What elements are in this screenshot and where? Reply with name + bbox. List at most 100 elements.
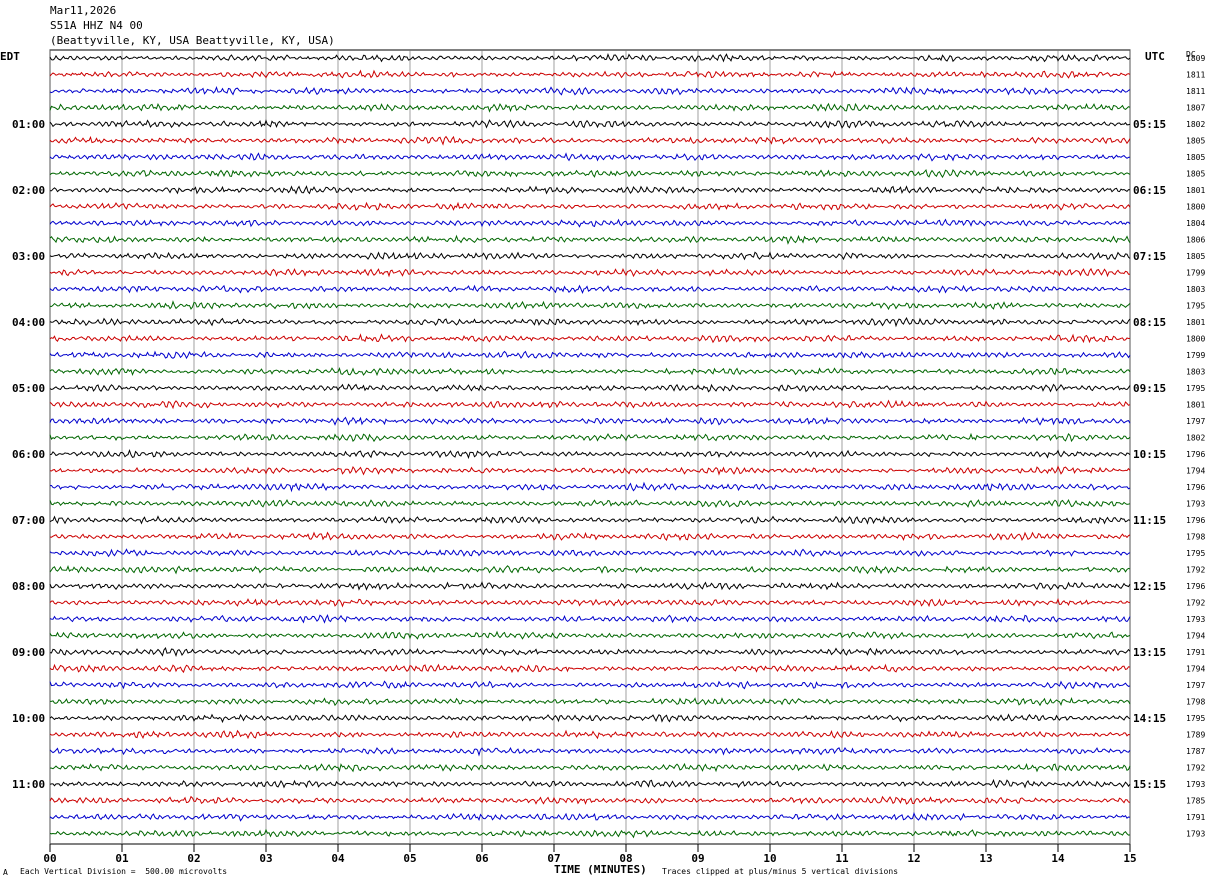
edt-hour-label: 05:00 bbox=[12, 382, 45, 395]
x-tick-label: 01 bbox=[115, 852, 129, 865]
x-tick-label: 13 bbox=[979, 852, 992, 865]
trace-line bbox=[49, 515, 1131, 525]
dc-offset-label: 1798 bbox=[1186, 698, 1205, 707]
dc-offset-label: 1789 bbox=[1186, 731, 1205, 740]
x-tick-label: 12 bbox=[907, 852, 920, 865]
edt-hour-label: 08:00 bbox=[12, 580, 45, 593]
dc-offset-label: 1805 bbox=[1186, 170, 1205, 179]
edt-hour-label: 11:00 bbox=[12, 778, 45, 791]
dc-offset-label: 1795 bbox=[1186, 384, 1205, 393]
x-tick-label: 08 bbox=[619, 852, 632, 865]
minute-grid bbox=[49, 50, 1131, 852]
record-date: Mar11,2026 bbox=[50, 4, 117, 17]
utc-hour-label: 07:15 bbox=[1133, 250, 1166, 263]
utc-hour-label: 13:15 bbox=[1133, 646, 1166, 659]
trace-line bbox=[49, 300, 1131, 311]
edt-hour-label: 09:00 bbox=[12, 646, 45, 659]
dc-offset-label: 1804 bbox=[1186, 219, 1205, 228]
dc-offset-label: 1797 bbox=[1186, 681, 1205, 690]
x-tick-label: 09 bbox=[691, 852, 704, 865]
trace-line bbox=[49, 795, 1131, 805]
trace-line bbox=[49, 119, 1131, 129]
dc-offset-label: 1803 bbox=[1186, 285, 1205, 294]
dc-offset-label: 1793 bbox=[1186, 615, 1205, 624]
trace-line bbox=[49, 647, 1131, 657]
dc-offset-label: 1806 bbox=[1186, 236, 1205, 245]
trace-line bbox=[49, 432, 1131, 443]
trace-line bbox=[50, 697, 1131, 707]
trace-line bbox=[49, 498, 1131, 508]
utc-hour-label: 14:15 bbox=[1133, 712, 1166, 725]
trace-line bbox=[49, 350, 1131, 360]
dc-offset-label: 1802 bbox=[1186, 120, 1205, 129]
dc-offset-label: 1803 bbox=[1186, 368, 1205, 377]
trace-line bbox=[49, 548, 1131, 558]
dc-offset-label: 1792 bbox=[1186, 566, 1205, 575]
x-tick-label: 06 bbox=[475, 852, 489, 865]
trace-line bbox=[50, 185, 1131, 195]
dc-offset-label: 1805 bbox=[1186, 153, 1205, 162]
trace-line bbox=[49, 713, 1131, 724]
trace-line bbox=[49, 367, 1131, 377]
dc-offset-label: 1791 bbox=[1186, 813, 1205, 822]
edt-hour-label: 07:00 bbox=[12, 514, 45, 527]
dc-offset-label: 1799 bbox=[1186, 351, 1205, 360]
edt-hour-label: 02:00 bbox=[12, 184, 45, 197]
dc-offset-label: 1796 bbox=[1186, 516, 1205, 525]
dc-offset-label: 1801 bbox=[1186, 401, 1205, 410]
dc-offset-label: 1793 bbox=[1186, 780, 1205, 789]
x-tick-label: 05 bbox=[403, 852, 416, 865]
utc-hour-label: 05:15 bbox=[1133, 118, 1166, 131]
trace-line bbox=[49, 135, 1131, 146]
dc-offset-label: 1795 bbox=[1186, 549, 1205, 558]
edt-axis-label: EDT bbox=[0, 50, 20, 63]
dc-offset-label: 1809 bbox=[1186, 54, 1205, 63]
trace-line bbox=[49, 729, 1131, 740]
utc-hour-label: 08:15 bbox=[1133, 316, 1166, 329]
trace-line bbox=[49, 680, 1131, 690]
trace-line bbox=[49, 481, 1131, 493]
trace-line bbox=[49, 778, 1131, 789]
seismic-traces bbox=[49, 53, 1131, 839]
dc-offset-label: 1794 bbox=[1186, 632, 1205, 641]
dc-offset-label: 1800 bbox=[1186, 335, 1205, 344]
x-tick-label: 07 bbox=[547, 852, 560, 865]
dc-offset-label: 1805 bbox=[1186, 252, 1205, 261]
trace-line bbox=[49, 630, 1131, 640]
trace-line bbox=[49, 416, 1131, 426]
dc-offset-label: 1785 bbox=[1186, 797, 1205, 806]
trace-line bbox=[49, 565, 1131, 575]
dc-offset-label: 1796 bbox=[1186, 483, 1205, 492]
utc-hour-label: 15:15 bbox=[1133, 778, 1166, 791]
trace-line bbox=[49, 251, 1131, 261]
trace-line bbox=[49, 613, 1131, 624]
corner-mark: A bbox=[3, 868, 8, 877]
edt-hour-label: 04:00 bbox=[12, 316, 45, 329]
dc-offset-label: 1798 bbox=[1186, 533, 1205, 542]
x-tick-label: 15 bbox=[1123, 852, 1136, 865]
edt-hour-label: 03:00 bbox=[12, 250, 45, 263]
x-tick-label: 10 bbox=[763, 852, 776, 865]
dc-offset-label: 1802 bbox=[1186, 434, 1205, 443]
dc-offset-label: 1799 bbox=[1186, 269, 1205, 278]
trace-line bbox=[49, 201, 1131, 211]
x-tick-label: 03 bbox=[259, 852, 272, 865]
trace-line bbox=[49, 234, 1131, 245]
utc-hour-label: 10:15 bbox=[1133, 448, 1166, 461]
trace-line bbox=[49, 284, 1131, 295]
dc-offset-label: 1791 bbox=[1186, 648, 1205, 657]
dc-offset-label: 1787 bbox=[1186, 747, 1205, 756]
trace-line bbox=[49, 86, 1131, 96]
trace-line bbox=[49, 597, 1131, 608]
trace-line bbox=[49, 168, 1131, 179]
trace-line bbox=[49, 399, 1131, 410]
dc-offset-label: 1792 bbox=[1186, 599, 1205, 608]
plot-frame bbox=[49, 49, 1131, 845]
dc-offset-label: 1801 bbox=[1186, 186, 1205, 195]
dc-offset-label: 1792 bbox=[1186, 764, 1205, 773]
trace-line bbox=[49, 762, 1131, 773]
station-location: (Beattyville, KY, USA Beattyville, KY, U… bbox=[50, 34, 335, 47]
dc-offset-label: 1805 bbox=[1186, 137, 1205, 146]
dc-offset-label: 1811 bbox=[1186, 71, 1205, 80]
